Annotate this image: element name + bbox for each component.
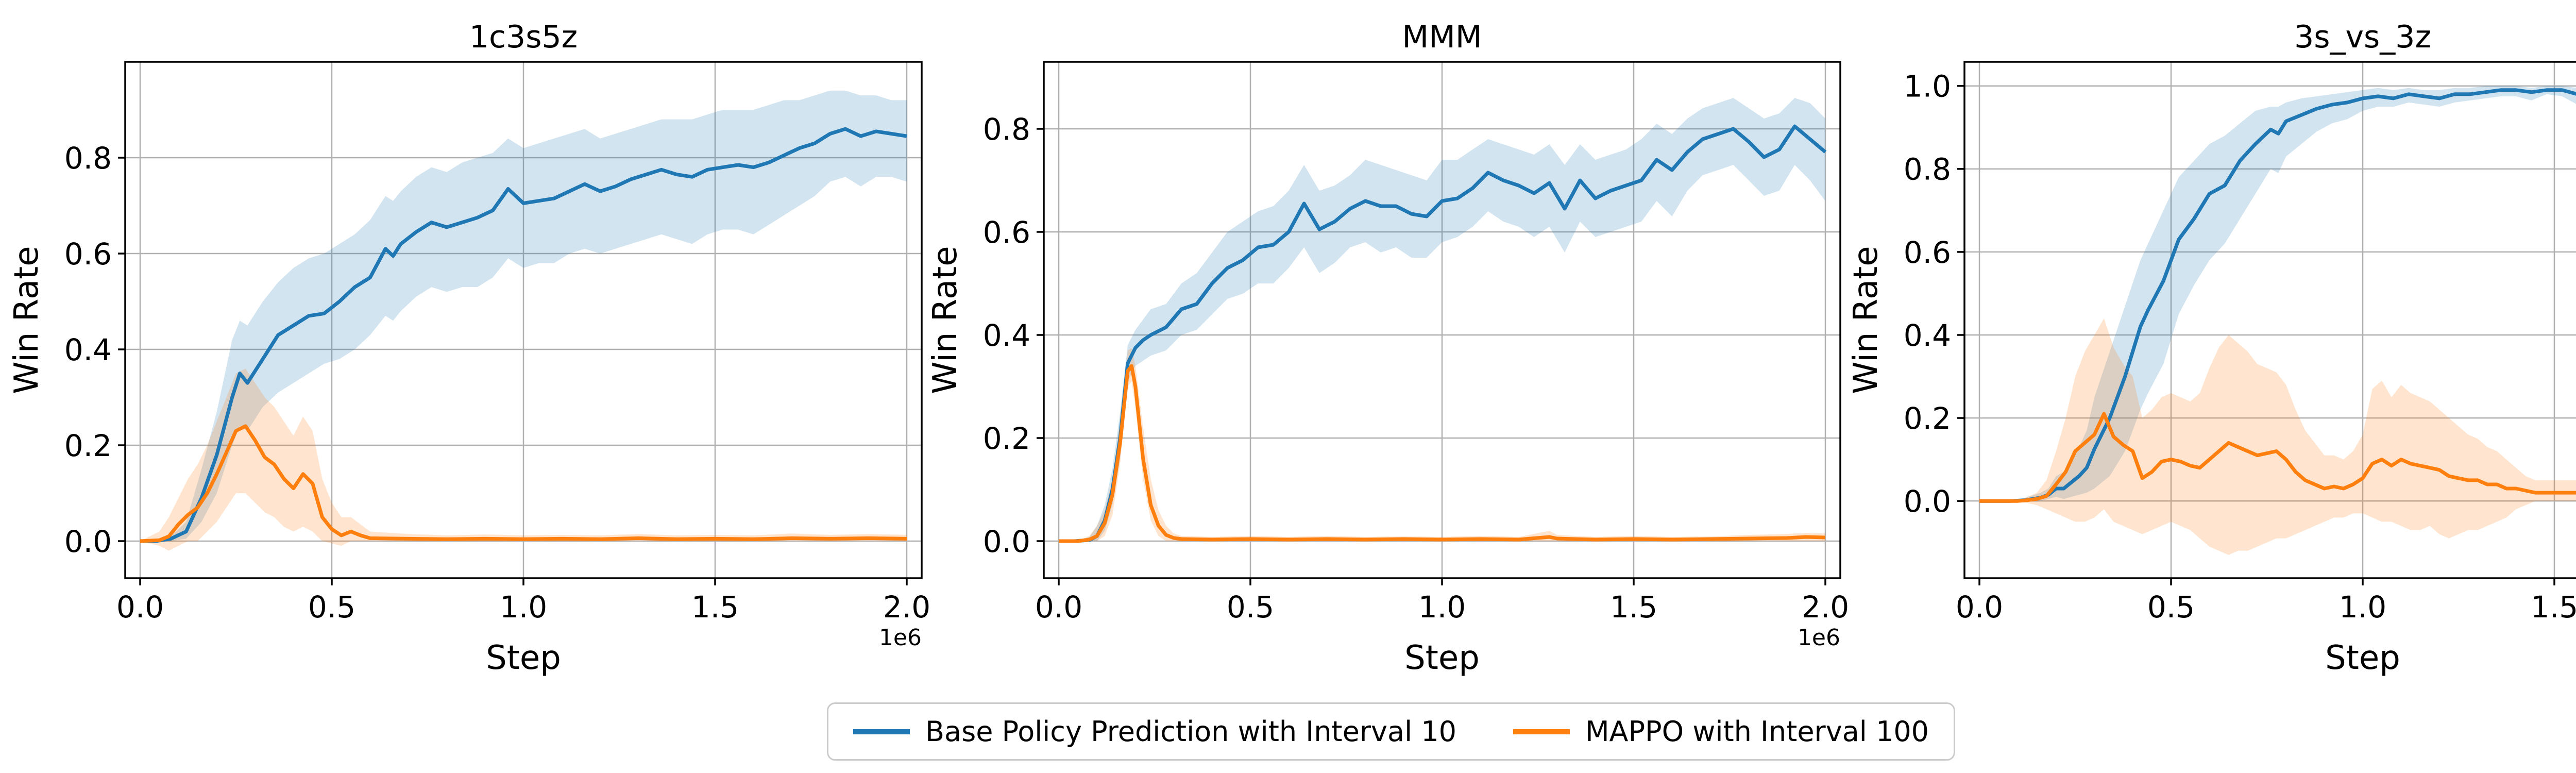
x-tick-label: 1.0	[2339, 590, 2386, 625]
y-tick-label: 0.8	[1904, 152, 1951, 187]
y-tick-label: 0.8	[983, 112, 1030, 147]
orange-mean-line	[1059, 364, 1826, 543]
x-tick-label: 2.0	[1802, 590, 1849, 625]
legend: Base Policy Prediction with Interval 10 …	[826, 702, 1956, 761]
y-tick-label: 1.0	[1904, 69, 1951, 104]
orange-mean-line	[140, 424, 907, 543]
orange-confidence-band	[1979, 318, 2576, 555]
x-tick-label: 1.0	[1418, 590, 1466, 625]
y-tick-label: 0.0	[983, 524, 1030, 559]
x-tick-label: 0.0	[116, 590, 164, 625]
axis-offset-label: 1e6	[1798, 625, 1840, 651]
blue-confidence-band	[140, 90, 907, 542]
x-tick-label: 1.5	[1610, 590, 1657, 625]
y-tick-label: 0.4	[983, 318, 1030, 353]
legend-line-blue	[853, 729, 910, 734]
orange-mean-line	[1979, 412, 2576, 503]
x-tick-label: 0.0	[1035, 590, 1082, 625]
blue-mean-line	[140, 127, 907, 543]
x-tick-label: 0.5	[308, 590, 355, 625]
legend-item-mappo: MAPPO with Interval 100	[1513, 715, 1929, 748]
x-axis-label: Step	[1404, 639, 1480, 677]
plot-title: 1c3s5z	[469, 19, 578, 55]
y-tick-label: 0.6	[64, 237, 112, 272]
x-tick-label: 1.5	[2531, 590, 2576, 625]
blue-mean-line	[1979, 88, 2576, 503]
y-tick-label: 0.0	[64, 524, 112, 559]
y-tick-label: 0.2	[64, 428, 112, 463]
axis-offset-label: 1e6	[879, 625, 922, 651]
x-tick-label: 0.0	[1956, 590, 2003, 625]
x-tick-label: 0.5	[2147, 590, 2195, 625]
x-axis-label: Step	[486, 639, 561, 677]
y-tick-label: 0.0	[1904, 484, 1951, 519]
blue-confidence-band	[1979, 86, 2576, 501]
y-tick-label: 0.4	[1904, 318, 1951, 353]
x-tick-label: 0.5	[1227, 590, 1274, 625]
orange-confidence-band	[140, 368, 907, 551]
x-tick-label: 1.5	[691, 590, 739, 625]
x-axis-label: Step	[2325, 639, 2400, 677]
blue-confidence-band	[1059, 98, 1825, 541]
y-axis-label: Win Rate	[926, 246, 964, 394]
plot-title: 3s_vs_3z	[2294, 19, 2431, 55]
legend-item-base-policy: Base Policy Prediction with Interval 10	[853, 715, 1456, 748]
x-tick-label: 2.0	[883, 590, 930, 625]
plot-title: MMM	[1402, 19, 1482, 55]
legend-line-orange	[1513, 729, 1570, 734]
y-tick-label: 0.4	[64, 332, 112, 367]
y-tick-label: 0.2	[983, 421, 1030, 456]
y-tick-label: 0.6	[1904, 235, 1951, 270]
y-axis-label: Win Rate	[1847, 246, 1885, 394]
orange-confidence-band	[1059, 348, 1825, 541]
y-tick-label: 0.6	[983, 215, 1030, 250]
x-tick-label: 1.0	[500, 590, 547, 625]
blue-mean-line	[1059, 124, 1827, 543]
y-tick-label: 0.2	[1904, 401, 1951, 436]
legend-label: MAPPO with Interval 100	[1585, 715, 1929, 748]
y-tick-label: 0.8	[64, 141, 112, 176]
y-axis-label: Win Rate	[8, 246, 46, 394]
legend-label: Base Policy Prediction with Interval 10	[925, 715, 1456, 748]
